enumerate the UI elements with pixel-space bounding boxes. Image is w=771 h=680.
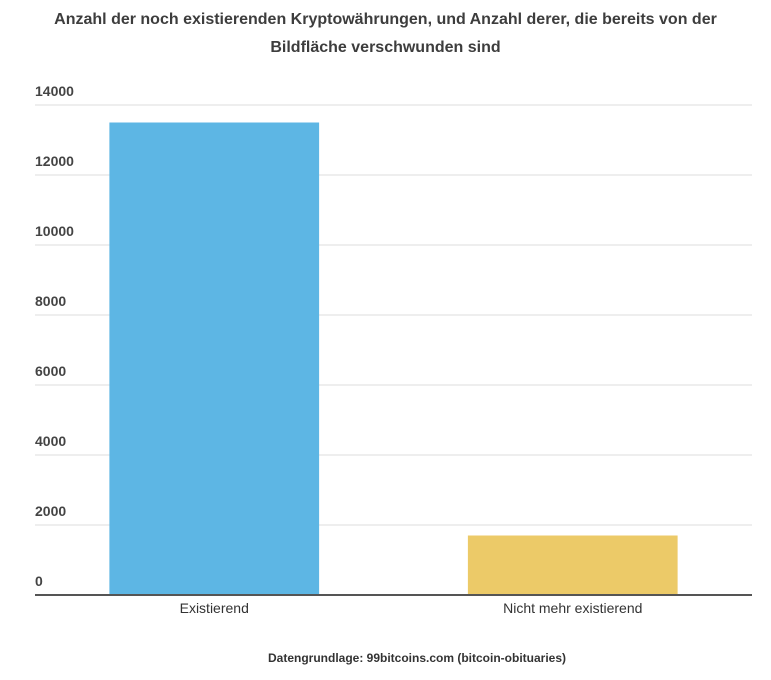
x-category-label: Nicht mehr existierend <box>503 600 642 616</box>
bar <box>467 535 678 595</box>
y-tick-label: 10000 <box>35 223 74 239</box>
bar <box>109 122 320 595</box>
y-tick-label: 2000 <box>35 503 66 519</box>
y-tick-label: 14000 <box>35 83 74 99</box>
chart-title-line-2: Bildfläche verschwunden sind <box>270 39 501 56</box>
x-category-label: Existierend <box>180 600 249 616</box>
y-tick-label: 6000 <box>35 363 66 379</box>
source-note: Datengrundlage: 99bitcoins.com (bitcoin-… <box>267 651 567 665</box>
y-tick-label: 8000 <box>35 293 66 309</box>
y-tick-label: 4000 <box>35 433 66 449</box>
y-tick-label: 0 <box>35 573 43 589</box>
chart-title-line-1: Anzahl der noch existierenden Kryptowähr… <box>54 11 717 28</box>
y-tick-label: 12000 <box>35 153 74 169</box>
chart-title: Anzahl der noch existierenden Kryptowähr… <box>0 6 771 62</box>
